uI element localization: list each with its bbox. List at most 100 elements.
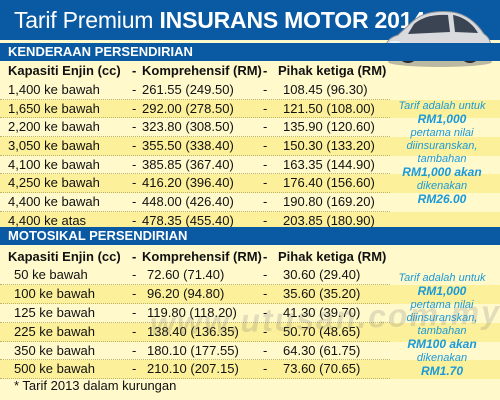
cell-sep: - — [132, 194, 137, 210]
note-line: RM1,000 — [417, 112, 467, 126]
cell-third-party: 150.30 (133.20) — [283, 138, 375, 154]
cell-sep: - — [132, 138, 137, 154]
cell-sep: - — [132, 156, 137, 172]
moto-tariff-note: Tarif adalah untuk RM1,000 pertama nilai… — [390, 272, 494, 379]
table-row: 350 ke bawah -180.10 (177.55) -64.30 (61.7… — [0, 342, 500, 361]
note-line: RM1,000 akan — [402, 165, 482, 179]
cell-sep: - — [132, 285, 137, 301]
note-line: RM1.70 — [420, 364, 464, 378]
cell-third-party: 190.80 (169.20) — [283, 194, 375, 210]
cell-sep: - — [263, 323, 268, 339]
cell-comprehensive: 210.10 (207.15) — [147, 361, 239, 377]
cell-comprehensive: 180.10 (177.55) — [147, 342, 239, 358]
note-line: RM26.00 — [417, 192, 467, 206]
note-line: dikenakan — [416, 352, 468, 364]
cell-third-party: 176.40 (156.60) — [283, 175, 375, 191]
note-line: Tarif adalah untuk — [398, 272, 486, 284]
cell-sep: - — [132, 304, 137, 320]
footnote: * Tarif 2013 dalam kurungan — [14, 378, 177, 393]
car-rows: 1,400 ke bawah -261.55 (249.50) -108.45 (9… — [0, 81, 500, 231]
col-comprehensive: Komprehensif (RM) — [142, 63, 262, 78]
cell-third-party: 73.60 (70.65) — [283, 361, 361, 377]
title-bold: INSURANS MOTOR 2014 — [159, 7, 425, 33]
cell-sep: - — [263, 285, 268, 301]
cell-third-party: 163.35 (144.90) — [283, 156, 375, 172]
col-sep: - — [263, 249, 268, 264]
cell-comprehensive: 385.85 (367.40) — [142, 156, 234, 172]
cell-third-party: 121.50 (108.00) — [283, 100, 375, 116]
note-line: RM1,000 — [417, 284, 467, 298]
col-sep: - — [132, 63, 137, 78]
table-row: 225 ke bawah -138.40 (136.35) -50.70 (48.6… — [0, 322, 500, 342]
cell-sep: - — [263, 138, 268, 154]
table-row: 2,200 ke bawah -323.80 (308.50) -135.90 (1… — [0, 118, 500, 137]
table-row: 50 ke bawah -72.60 (71.40) -30.60 (29.40) — [0, 266, 500, 285]
cell-third-party: 203.85 (180.90) — [283, 212, 375, 228]
cell-sep: - — [132, 342, 137, 358]
table-row: 125 ke bawah -119.80 (118.20) -41.30 (39.7… — [0, 304, 500, 323]
table-row: 4,100 ke bawah -385.85 (367.40) -163.35 (1… — [0, 156, 500, 175]
table-row: 3,050 ke bawah -355.50 (338.40) -150.30 (1… — [0, 137, 500, 156]
col-sep: - — [132, 249, 137, 264]
moto-column-headers: Kapasiti Enjin (cc) - Komprehensif (RM) … — [0, 248, 500, 266]
note-line: RM100 akan — [407, 337, 477, 351]
table-row: 1,650 ke bawah -292.00 (278.50) -121.50 (1… — [0, 99, 500, 119]
cell-capacity: 1,400 ke bawah — [8, 82, 100, 97]
table-row: 500 ke bawah -210.10 (207.15) -73.60 (70.6… — [0, 360, 500, 380]
cell-comprehensive: 323.80 (308.50) — [142, 119, 234, 135]
cell-capacity: 4,400 ke atas — [8, 212, 87, 228]
cell-sep: - — [132, 82, 137, 97]
cell-sep: - — [132, 175, 137, 191]
cell-capacity: 3,050 ke bawah — [8, 138, 100, 154]
car-section-title: KENDERAAN PERSENDIRIAN — [0, 43, 500, 61]
cell-third-party: 41.30 (39.70) — [283, 304, 361, 320]
cell-sep: - — [263, 119, 268, 135]
cell-capacity: 50 ke bawah — [14, 267, 88, 282]
cell-capacity: 2,200 ke bawah — [8, 119, 100, 135]
moto-section-title: MOTOSIKAL PERSENDIRIAN — [0, 227, 500, 245]
cell-third-party: 64.30 (61.75) — [283, 342, 361, 358]
car-column-headers: Kapasiti Enjin (cc) - Komprehensif (RM) … — [0, 62, 500, 80]
cell-third-party: 135.90 (120.60) — [283, 119, 375, 135]
title-light: Tarif Premium — [14, 7, 154, 33]
cell-capacity: 500 ke bawah — [14, 361, 95, 377]
cell-capacity: 1,650 ke bawah — [8, 100, 100, 116]
cell-sep: - — [263, 267, 268, 282]
cell-sep: - — [132, 119, 137, 135]
col-third-party: Pihak ketiga (RM) — [278, 249, 387, 264]
cell-third-party: 35.60 (35.20) — [283, 285, 361, 301]
cell-sep: - — [132, 267, 137, 282]
cell-capacity: 4,100 ke bawah — [8, 156, 100, 172]
cell-comprehensive: 355.50 (338.40) — [142, 138, 234, 154]
note-line: pertama nilai diinsuranskan, tambahan — [406, 127, 478, 165]
table-row: 1,400 ke bawah -261.55 (249.50) -108.45 (9… — [0, 81, 500, 100]
cell-sep: - — [263, 175, 268, 191]
cell-comprehensive: 292.00 (278.50) — [142, 100, 234, 116]
table-row: 4,400 ke bawah -448.00 (426.40) -190.80 (1… — [0, 193, 500, 212]
note-line: Tarif adalah untuk — [398, 100, 486, 112]
cell-comprehensive: 138.40 (136.35) — [147, 323, 239, 339]
table-row: 4,250 ke bawah -416.20 (396.40) -176.40 (1… — [0, 174, 500, 194]
cell-third-party: 108.45 (96.30) — [283, 82, 368, 97]
table-row: 4,400 ke atas -478.35 (455.40) -203.85 (18… — [0, 211, 500, 231]
cell-sep: - — [132, 323, 137, 339]
page-title: Tarif Premium INSURANS MOTOR 2014 — [14, 7, 425, 34]
cell-sep: - — [132, 361, 137, 377]
cell-sep: - — [263, 304, 268, 320]
cell-sep: - — [263, 194, 268, 210]
col-sep: - — [263, 63, 268, 78]
col-third-party: Pihak ketiga (RM) — [278, 63, 387, 78]
col-capacity: Kapasiti Enjin (cc) — [8, 63, 121, 78]
cell-sep: - — [132, 212, 137, 228]
cell-sep: - — [263, 212, 268, 228]
cell-capacity: 4,250 ke bawah — [8, 175, 100, 191]
cell-sep: - — [263, 156, 268, 172]
cell-sep: - — [132, 100, 137, 116]
table-row: 100 ke bawah -96.20 (94.80) -35.60 (35.20) — [0, 284, 500, 304]
cell-comprehensive: 478.35 (455.40) — [142, 212, 234, 228]
col-comprehensive: Komprehensif (RM) — [142, 249, 262, 264]
cell-comprehensive: 261.55 (249.50) — [142, 82, 234, 97]
moto-rows: 50 ke bawah -72.60 (71.40) -30.60 (29.40) … — [0, 266, 500, 380]
cell-sep: - — [263, 100, 268, 116]
cell-comprehensive: 416.20 (396.40) — [142, 175, 234, 191]
